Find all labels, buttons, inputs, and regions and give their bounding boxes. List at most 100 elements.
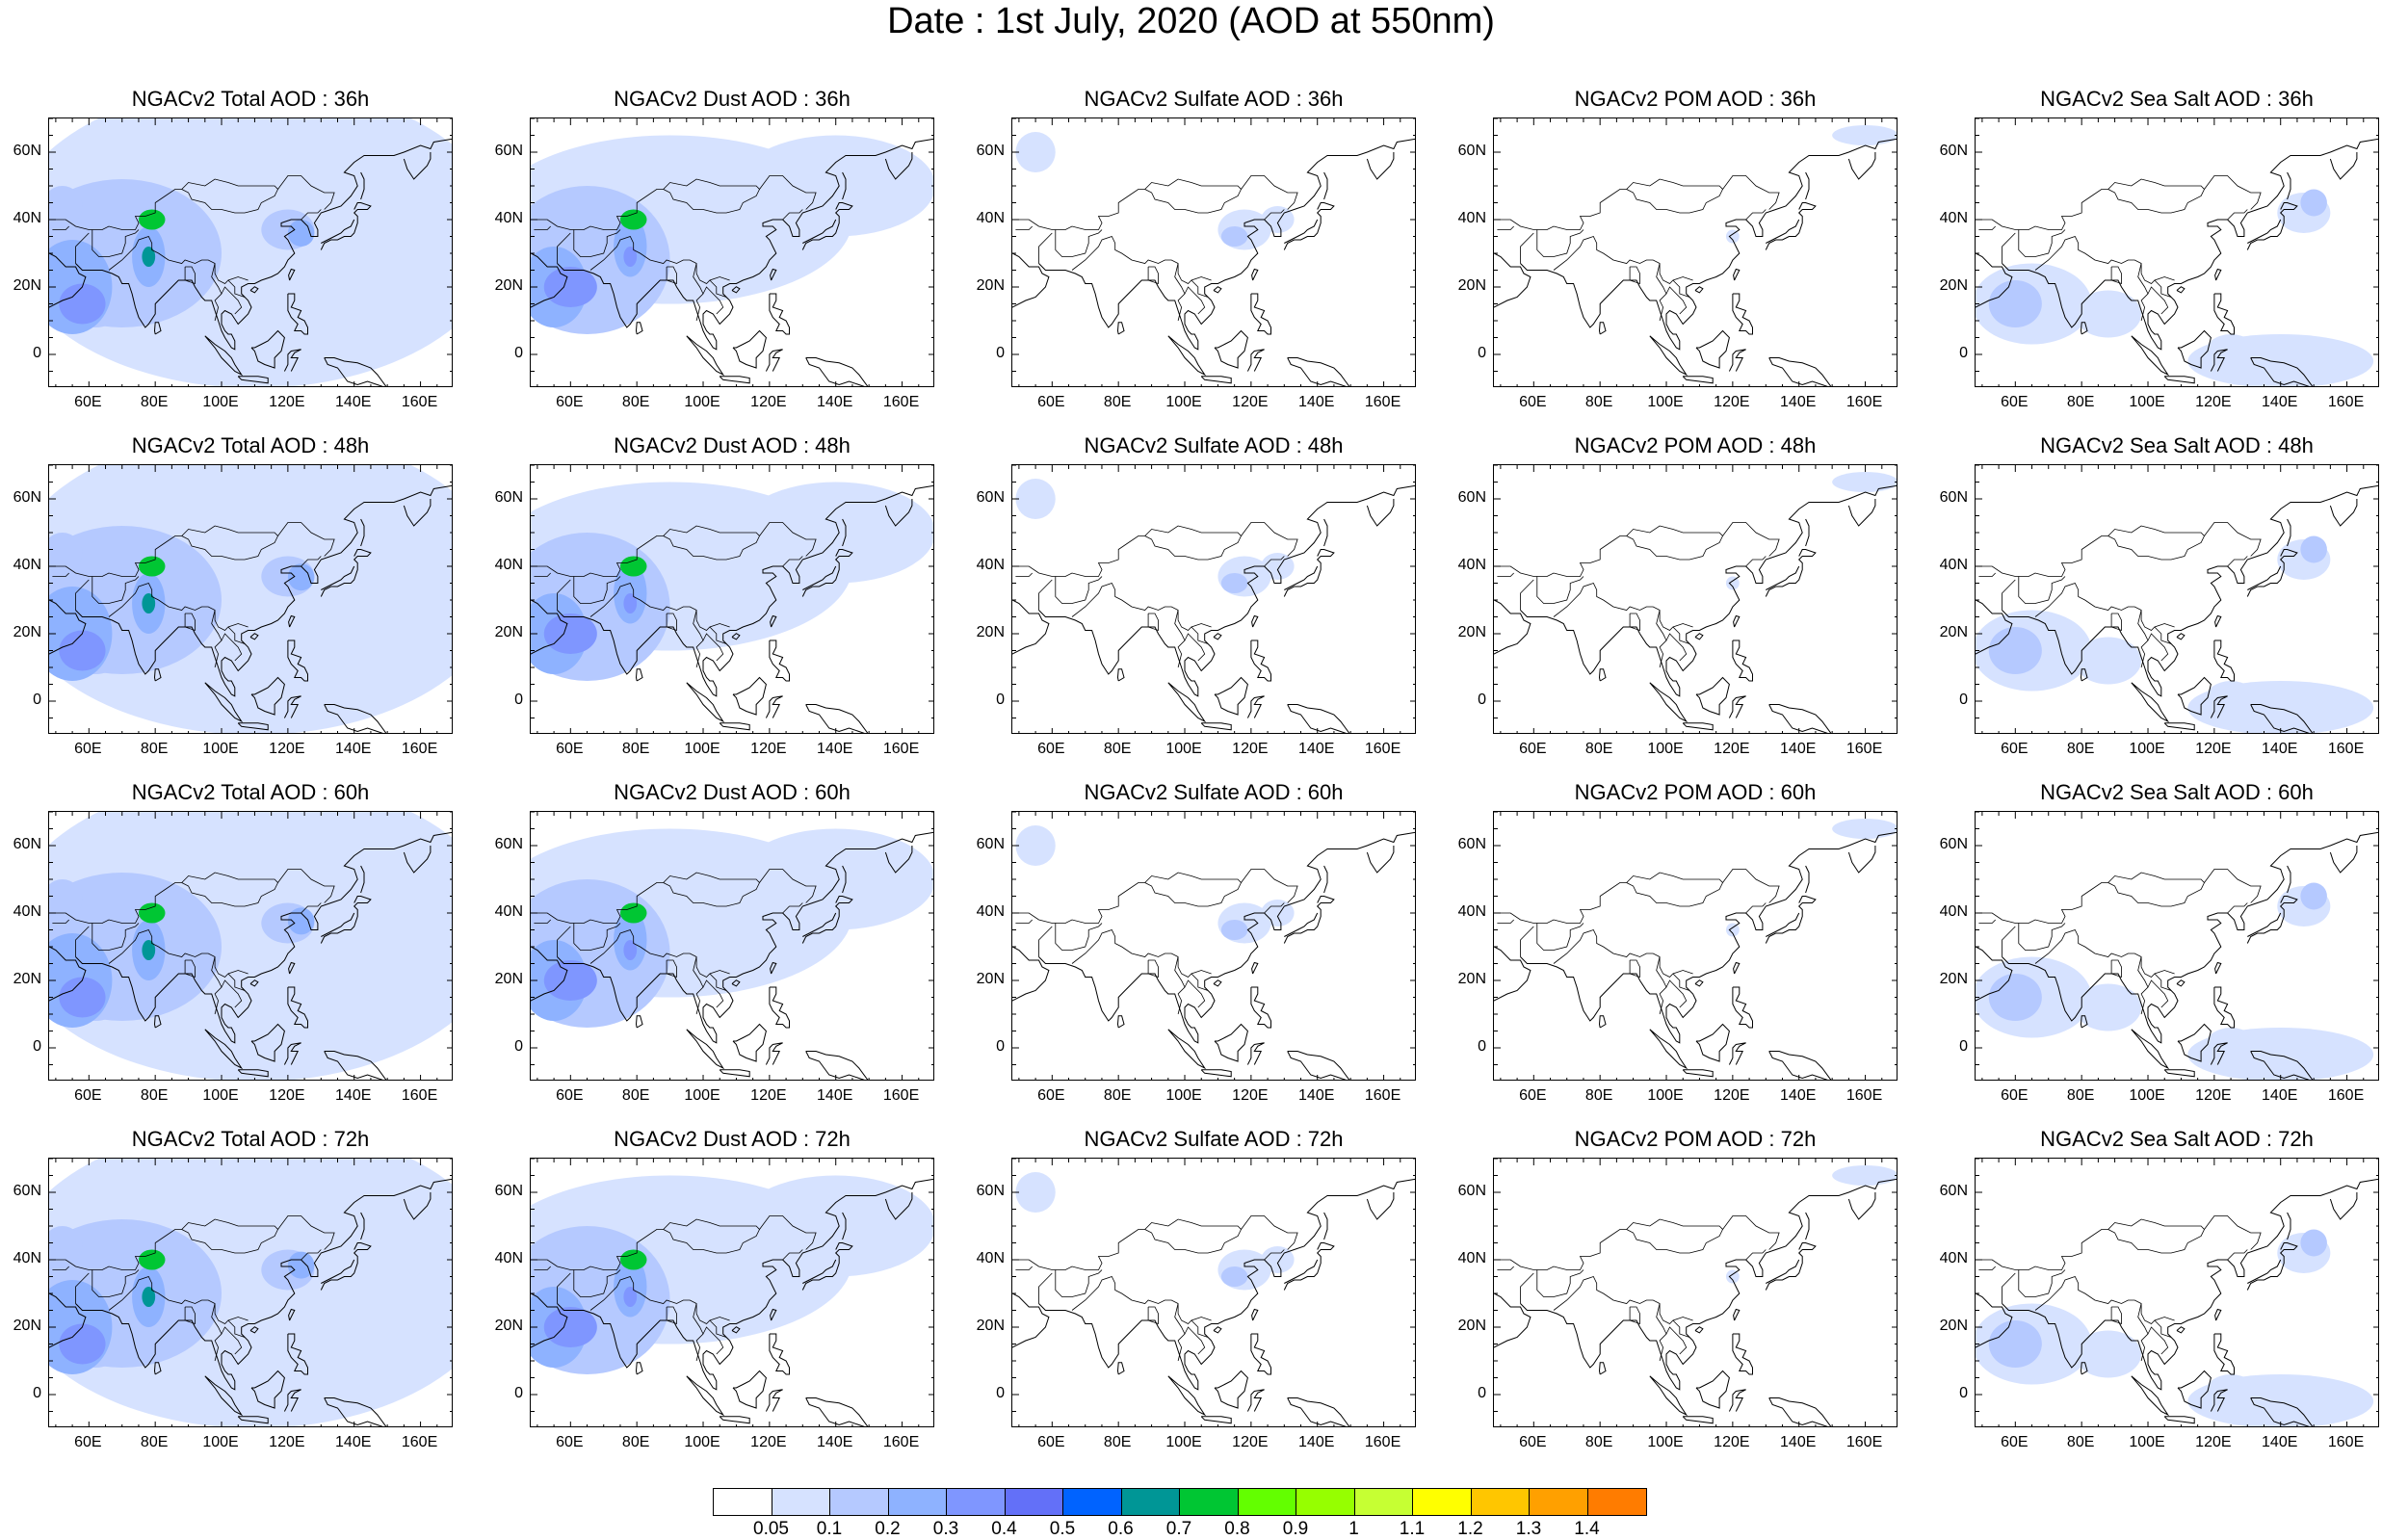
country-border [1184,1326,1206,1355]
coastline [237,1069,269,1078]
country-border [1174,263,1186,322]
country-border [2034,583,2175,631]
coastline [1766,1259,1800,1284]
panel-title: NGACv2 Total AOD : 48h [131,433,370,457]
country-border [1241,522,1298,557]
aod-map [1012,465,1415,733]
coastline [842,171,847,200]
lon-tick-label: 140E [2262,1434,2298,1450]
panel-title: NGACv2 POM AOD : 60h [1574,780,1817,804]
country-border [1722,522,1780,557]
country-border [1665,1326,1688,1355]
aod-field [59,977,106,1018]
country-border [1264,1249,1285,1261]
coastline [770,614,777,628]
color-legend-label: 1.3 [1515,1519,1542,1539]
aod-field [49,879,83,920]
coastline [1598,1015,1607,1029]
coastline [1766,565,1800,590]
lat-tick-label: 40N [1457,903,1486,920]
country-border [2018,1269,2066,1297]
aod-field [2075,983,2142,1031]
lat-tick-label: 60N [1939,489,1968,506]
coastline [1200,722,1232,731]
lat-tick-label: 20N [494,971,523,987]
lat-tick-label: 20N [976,1318,1005,1334]
aod-map [531,1159,933,1426]
lon-tick-label: 80E [140,741,169,757]
country-border [52,919,69,924]
color-legend-swatch [714,1489,772,1515]
country-border [1672,973,1690,991]
lat-tick-label: 0 [996,1038,1005,1055]
country-border [1174,610,1186,668]
coastline [557,138,933,351]
coastline [1520,138,1897,351]
coastline [1213,1326,1222,1334]
country-border [573,1269,621,1297]
coastline [731,633,741,640]
country-border [301,209,322,221]
aod-field [1988,280,2042,327]
coastline [360,518,365,547]
lon-tick-label: 140E [2262,741,2298,757]
lon-tick-label: 80E [2066,1087,2095,1104]
coastline [1167,335,1207,377]
lon-tick-label: 140E [335,394,372,410]
coastline [403,499,432,527]
country-border [1241,175,1298,210]
coastline [1323,1212,1328,1240]
coastline [2131,335,2170,377]
coastline [769,986,790,1029]
country-border [1672,626,1690,644]
panel-title: NGACv2 Sea Salt AOD : 48h [2040,433,2314,457]
coastline [765,695,783,718]
coastline [2163,1069,2195,1078]
lat-tick-label: 0 [33,1385,41,1401]
coastline [249,979,259,987]
lon-tick-label: 80E [621,741,650,757]
country-border [573,576,621,604]
lon-tick-label: 100E [1647,1087,1684,1104]
coastline [1805,865,1810,894]
color-legend-label: 0.4 [991,1519,1017,1539]
country-border [1629,959,1640,979]
country-border [1012,525,1242,577]
country-border [2110,959,2122,979]
lat-tick-label: 20N [1939,277,1968,294]
lat-tick-label: 60N [13,143,41,159]
lat-tick-label: 20N [1457,277,1486,294]
coastline [2250,704,2314,733]
lon-tick-label: 60E [1519,741,1547,757]
country-border [1494,178,1723,230]
coastline [2246,1242,2298,1291]
aod-map [1494,812,1897,1080]
aod-field [287,907,315,935]
map-panel [1975,117,2379,387]
country-border [1520,1272,1534,1304]
lat-tick-label: 40N [494,1250,523,1266]
lon-tick-label: 120E [1232,741,1269,757]
coastline [1682,1416,1714,1424]
panel-title: NGACv2 Sulfate AOD : 60h [1084,780,1344,804]
coastline [1805,1212,1810,1240]
coastline [1694,1326,1704,1334]
coastline [1251,961,1259,975]
country-border [1656,956,1667,1015]
lon-tick-label: 120E [1714,394,1750,410]
country-border [301,556,322,567]
country-border [2204,175,2262,210]
country-border [1038,579,1053,611]
lat-tick-label: 60N [13,836,41,852]
lon-tick-label: 120E [269,741,305,757]
country-border [1147,266,1159,285]
map-panel [1493,464,1898,734]
lon-tick-label: 140E [1780,1434,1817,1450]
map-panel [1011,464,1416,734]
aod-field [287,563,315,591]
lon-tick-label: 80E [140,1087,169,1104]
aod-field [1015,1172,1056,1213]
country-border [108,583,249,631]
panel-title: NGACv2 POM AOD : 72h [1574,1127,1817,1151]
aod-field [1832,1165,1897,1186]
